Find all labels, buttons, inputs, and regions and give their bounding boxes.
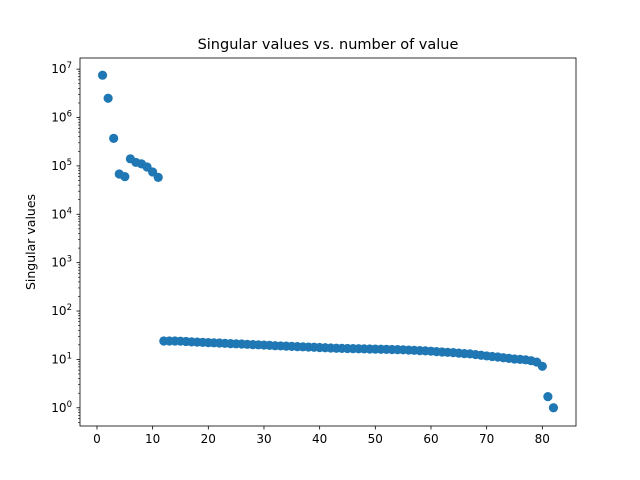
y-axis: 100 101 102 103 104 105 106 107 <box>51 61 80 423</box>
x-tick-label: 80 <box>535 432 550 446</box>
x-tick-label: 70 <box>479 432 494 446</box>
x-tick-label: 0 <box>93 432 101 446</box>
data-points <box>97 70 559 413</box>
x-tick-label: 40 <box>312 432 327 446</box>
x-tick-label: 10 <box>145 432 160 446</box>
y-tick-label: 100 <box>51 400 72 415</box>
data-point <box>548 403 559 413</box>
y-tick-label: 106 <box>51 110 72 125</box>
y-tick-label: 101 <box>51 351 72 366</box>
x-tick-label: 60 <box>423 432 438 446</box>
y-axis-label: Singular values <box>23 194 38 290</box>
data-point <box>97 70 108 80</box>
data-point <box>109 133 119 144</box>
chart-title: Singular values vs. number of value <box>198 37 459 53</box>
y-tick-label: 105 <box>51 158 72 173</box>
data-point <box>103 93 113 103</box>
x-axis: 0 10 20 30 40 50 60 70 80 <box>93 426 550 446</box>
y-tick-label: 107 <box>51 61 72 76</box>
data-point <box>543 392 553 402</box>
y-tick-label: 103 <box>51 255 72 270</box>
y-tick-label: 104 <box>51 206 72 221</box>
data-point <box>120 172 130 182</box>
x-tick-label: 50 <box>368 432 383 446</box>
x-tick-label: 20 <box>201 432 216 446</box>
data-point <box>153 172 163 182</box>
data-point <box>537 361 547 371</box>
y-tick-label: 102 <box>51 303 72 318</box>
plot-area <box>79 57 577 427</box>
x-tick-label: 30 <box>256 432 271 446</box>
